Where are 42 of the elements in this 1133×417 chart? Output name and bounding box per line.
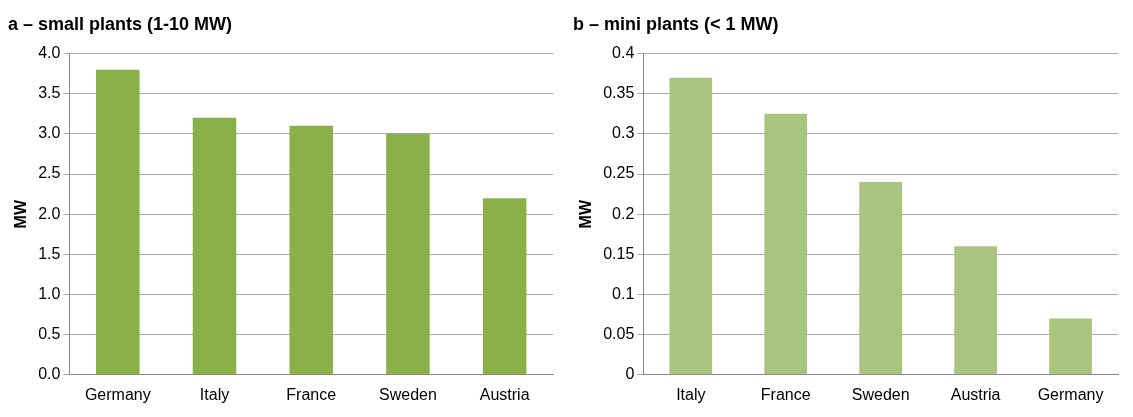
y-tick-label: 0.5 <box>38 325 61 343</box>
bar <box>192 117 237 375</box>
bar <box>482 198 527 375</box>
y-tick-label: 0.1 <box>612 284 635 302</box>
bar <box>669 77 713 375</box>
x-tick-label: Austria <box>479 385 530 403</box>
bar <box>764 113 808 375</box>
y-tick-label: 3.5 <box>38 84 61 102</box>
x-tick-label: Italy <box>199 385 230 403</box>
y-tick-label: 0 <box>625 365 635 383</box>
x-tick-label: Sweden <box>379 385 437 403</box>
x-tick-label: France <box>286 385 337 403</box>
y-tick-label: 0.4 <box>612 44 635 62</box>
chart-title: a – small plants (1-10 MW) <box>8 13 233 34</box>
y-tick-label: 0.0 <box>38 365 61 383</box>
x-tick-label: Sweden <box>851 385 910 403</box>
x-tick-label: France <box>760 385 811 403</box>
bar <box>289 125 333 375</box>
y-axis-title: MW <box>12 199 30 229</box>
chart-title: b – mini plants (< 1 MW) <box>573 13 779 34</box>
x-tick-label: Germany <box>84 385 151 403</box>
x-tick-label: Italy <box>676 385 706 403</box>
bar <box>954 246 997 375</box>
bar <box>96 69 140 375</box>
bar <box>386 133 430 375</box>
y-tick-label: 1.5 <box>38 244 61 262</box>
y-axis-title: MW <box>577 199 595 229</box>
y-tick-label: 0.3 <box>612 124 635 142</box>
y-tick-label: 0.05 <box>603 325 635 343</box>
bar <box>859 182 903 375</box>
y-tick-label: 4.0 <box>38 44 61 62</box>
x-tick-label: Germany <box>1037 385 1104 403</box>
y-tick-label: 1.0 <box>38 284 61 302</box>
bar <box>1049 318 1092 375</box>
y-tick-label: 2.0 <box>38 204 61 222</box>
y-tick-label: 0.2 <box>612 204 635 222</box>
y-tick-label: 0.25 <box>603 164 635 182</box>
y-tick-label: 3.0 <box>38 124 61 142</box>
y-tick-label: 0.35 <box>603 84 635 102</box>
y-tick-label: 0.15 <box>603 244 635 262</box>
y-tick-label: 2.5 <box>38 164 61 182</box>
x-tick-label: Austria <box>950 385 1001 403</box>
